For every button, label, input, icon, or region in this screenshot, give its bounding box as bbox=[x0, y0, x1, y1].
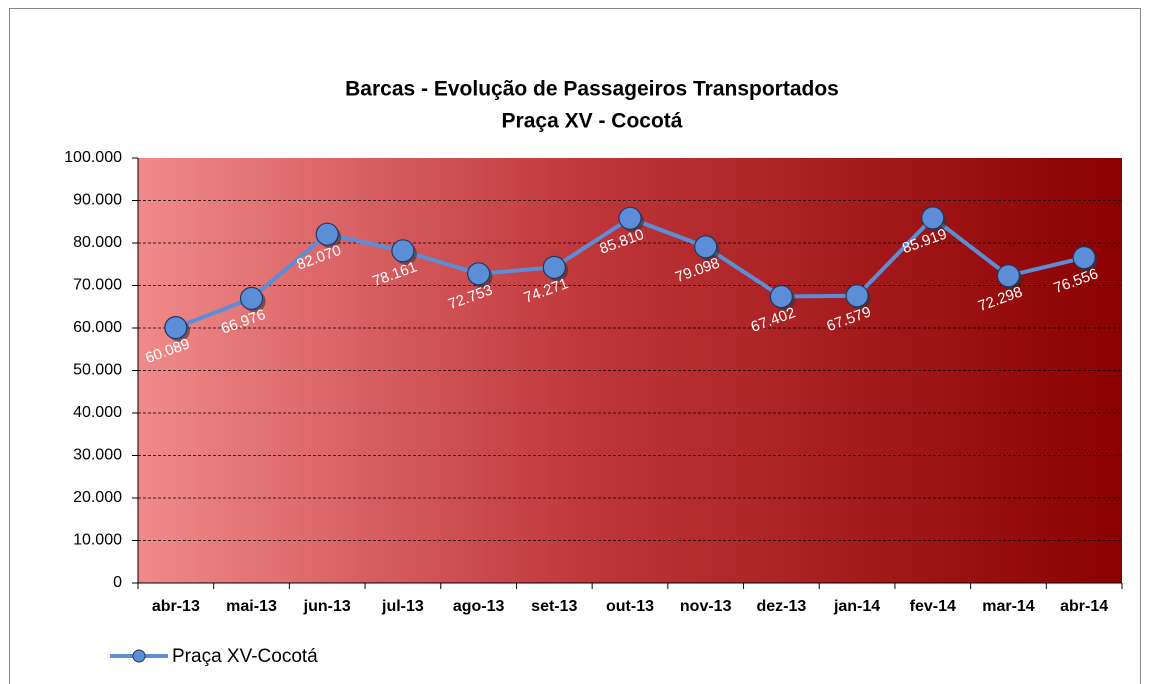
x-tick-label: out-13 bbox=[606, 598, 654, 615]
legend-label: Praça XV-Cocotá bbox=[172, 646, 318, 667]
marker bbox=[996, 264, 1021, 288]
y-tick-label: 100.000 bbox=[64, 149, 122, 166]
x-tick-label: abr-13 bbox=[152, 598, 200, 615]
marker bbox=[315, 222, 339, 246]
x-tick-label: jul-13 bbox=[381, 598, 424, 615]
marker bbox=[618, 206, 642, 230]
y-tick-label: 70.000 bbox=[73, 277, 122, 294]
x-tick-label: jan-14 bbox=[833, 598, 880, 615]
marker bbox=[1072, 246, 1096, 270]
x-tick-label: ago-13 bbox=[453, 598, 505, 615]
marker bbox=[542, 255, 566, 279]
x-tick-label: set-13 bbox=[531, 598, 577, 615]
chart-title: Barcas - Evolução de Passageiros Transpo… bbox=[345, 78, 839, 101]
y-tick-label: 10.000 bbox=[73, 532, 122, 549]
marker bbox=[239, 286, 264, 310]
x-tick-label: nov-13 bbox=[680, 598, 732, 615]
x-tick-label: fev-14 bbox=[910, 598, 956, 615]
x-tick-label: abr-14 bbox=[1060, 598, 1108, 615]
marker bbox=[769, 284, 793, 309]
x-tick-label: dez-13 bbox=[756, 598, 806, 615]
marker bbox=[164, 316, 188, 340]
marker bbox=[921, 206, 945, 230]
y-tick-label: 90.000 bbox=[73, 192, 122, 209]
y-tick-label: 80.000 bbox=[73, 234, 122, 251]
x-tick-label: mai-13 bbox=[226, 598, 277, 615]
y-tick-label: 20.000 bbox=[73, 489, 122, 506]
y-tick-label: 60.000 bbox=[73, 319, 122, 336]
y-tick-label: 30.000 bbox=[73, 447, 122, 464]
y-tick-label: 0 bbox=[113, 574, 122, 591]
y-tick-label: 40.000 bbox=[73, 404, 122, 421]
y-tick-label: 50.000 bbox=[73, 362, 122, 379]
marker bbox=[845, 284, 869, 308]
marker bbox=[467, 262, 491, 286]
marker bbox=[391, 239, 415, 263]
chart-subtitle: Praça XV - Cocotá bbox=[502, 110, 683, 133]
x-tick-label: jun-13 bbox=[303, 598, 351, 615]
marker bbox=[694, 235, 718, 259]
x-tick-label: mar-14 bbox=[982, 598, 1035, 615]
legend-marker bbox=[132, 649, 146, 663]
